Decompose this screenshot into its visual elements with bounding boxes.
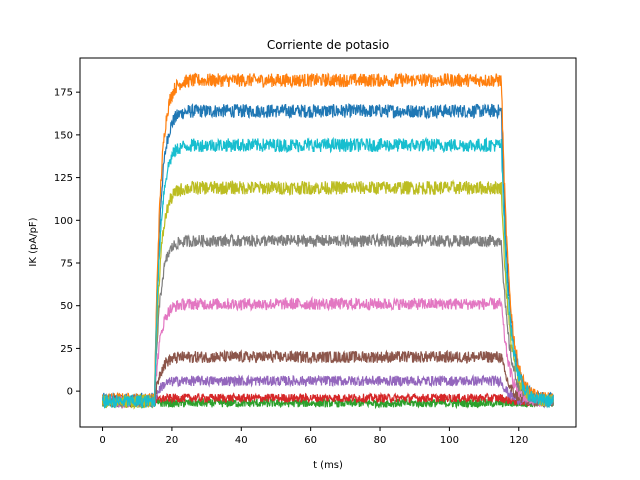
y-tick-label: 75 <box>60 259 73 270</box>
series-line-7 <box>101 295 554 410</box>
series-layer <box>101 72 554 410</box>
x-tick-label: 120 <box>509 435 528 446</box>
y-tick-label: 25 <box>60 344 73 355</box>
y-tick-label: 50 <box>60 301 73 312</box>
series-line-4 <box>101 391 554 408</box>
series-line-8 <box>102 232 554 408</box>
x-tick-label: 100 <box>440 435 459 446</box>
series-line-1 <box>101 103 554 407</box>
y-tick-label: 125 <box>54 173 73 184</box>
series-line-2 <box>101 72 554 408</box>
y-tick-label: 0 <box>67 387 73 398</box>
series-line-5 <box>101 374 554 409</box>
x-ticks: 0 20 40 60 80 100 120 <box>99 427 528 446</box>
y-tick-label: 150 <box>54 130 73 141</box>
y-axis-label: IK (pA/pF) <box>28 217 39 266</box>
plot-frame <box>79 57 577 428</box>
x-tick-label: 20 <box>166 435 179 446</box>
x-tick-label: 60 <box>304 435 317 446</box>
y-tick-label: 175 <box>54 88 73 99</box>
x-tick-label: 40 <box>235 435 248 446</box>
x-tick-label: 0 <box>99 435 105 446</box>
series-line-10 <box>101 136 554 409</box>
chart-title: Corriente de potasio <box>267 38 389 52</box>
y-tick-label: 100 <box>54 216 73 227</box>
series-line-9 <box>101 179 554 410</box>
x-tick-label: 80 <box>374 435 387 446</box>
y-ticks: 0 25 50 75 100 125 150 175 <box>54 88 80 398</box>
x-axis-label: t (ms) <box>313 460 343 471</box>
series-line-6 <box>101 349 554 409</box>
